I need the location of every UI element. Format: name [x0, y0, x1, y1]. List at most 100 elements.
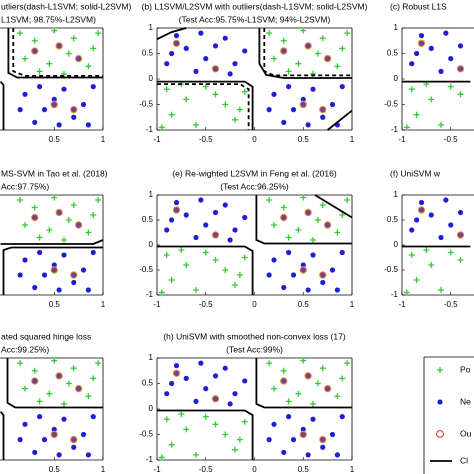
- positive-point: [158, 289, 165, 296]
- positive-point: [266, 30, 273, 37]
- y-tick-label: 0.5: [387, 215, 399, 224]
- decision-boundary: [156, 27, 353, 131]
- negative-point: [164, 227, 170, 233]
- y-tick-label: 0: [149, 240, 154, 249]
- positive-point: [90, 375, 97, 382]
- y-tick-label: -1: [146, 455, 154, 464]
- positive-point: [90, 212, 97, 218]
- negative-point: [448, 56, 454, 62]
- legend-label: Cl: [460, 455, 468, 465]
- x-tick-label: 1: [101, 300, 106, 309]
- negative-point: [61, 252, 67, 258]
- x-tick-label: -0.5: [199, 300, 213, 309]
- outlier-point: [319, 271, 327, 279]
- negative-point: [183, 375, 189, 381]
- y-tick-label: 0: [394, 74, 399, 83]
- negative-point: [198, 360, 204, 366]
- positive-point: [413, 277, 420, 283]
- outlier-point: [304, 372, 312, 380]
- y-tick-label: 1: [394, 190, 399, 199]
- negative-point: [61, 416, 67, 422]
- negative-point: [22, 257, 28, 263]
- negative-point: [51, 96, 57, 102]
- positive-point: [95, 30, 102, 37]
- panel-subtitle: Acc:99.25%): [1, 344, 49, 354]
- decision-boundary: [157, 358, 352, 460]
- outlier-point: [31, 47, 39, 55]
- y-tick-label: 0.5: [142, 49, 154, 58]
- positive-point: [36, 68, 43, 75]
- negative-point: [281, 119, 287, 125]
- x-tick-label: -0.5: [444, 135, 458, 144]
- negative-point: [232, 61, 238, 67]
- negative-point: [414, 50, 420, 57]
- x-tick-label: 1: [101, 465, 106, 474]
- negative-point: [169, 50, 175, 57]
- x-tick-label: 0.5: [298, 300, 310, 309]
- outlier-point: [172, 369, 181, 377]
- positive-point: [61, 237, 67, 243]
- panel-title: ated squared hinge loss: [1, 331, 91, 341]
- decision-boundary: [157, 194, 353, 295]
- x-tick-label: -1: [153, 135, 161, 144]
- y-tick-label: -1: [146, 290, 154, 299]
- outlier-point: [299, 430, 307, 439]
- positive-point: [163, 252, 170, 258]
- negative-point: [266, 272, 272, 278]
- negative-point: [286, 249, 292, 256]
- positive-point: [22, 222, 28, 228]
- negative-point: [71, 114, 77, 120]
- negative-point: [32, 449, 38, 455]
- positive-point: [344, 197, 351, 203]
- negative-point: [339, 414, 345, 420]
- decision-boundary: [0, 358, 103, 460]
- negative-point: [329, 267, 336, 273]
- negative-point: [17, 107, 23, 113]
- negative-point: [51, 262, 57, 268]
- y-tick-label: 0: [149, 404, 154, 413]
- negative-point: [212, 373, 219, 379]
- positive-point: [31, 367, 38, 374]
- x-tick-label: 0.5: [49, 465, 61, 474]
- panel-title: (e) Re-wighted L2SVM in Feng et al. (201…: [172, 168, 337, 178]
- negative-point: [90, 414, 96, 420]
- y-tick-label: -0.5: [139, 430, 153, 439]
- positive-point: [339, 45, 346, 52]
- negative-point: [183, 212, 189, 218]
- positive-point: [295, 390, 302, 397]
- positive-point: [413, 111, 420, 118]
- outlier-point: [417, 206, 426, 214]
- positive-point: [85, 229, 92, 236]
- positive-point: [183, 96, 190, 103]
- positive-point: [65, 217, 72, 223]
- negative-point: [281, 284, 287, 291]
- negative-point: [266, 437, 272, 443]
- outlier-point: [319, 435, 327, 444]
- positive-point: [212, 421, 219, 428]
- positive-point: [319, 35, 326, 42]
- outlier-point: [299, 100, 307, 109]
- panel-title: (c) Robust L1S: [390, 1, 447, 11]
- positive-point: [178, 411, 185, 418]
- positive-point: [241, 88, 248, 95]
- positive-point: [222, 101, 229, 108]
- positive-point: [46, 390, 53, 397]
- legend-swatch: [436, 430, 444, 438]
- positive-point: [51, 357, 58, 364]
- negative-point: [290, 437, 297, 443]
- decision-boundary: [0, 28, 103, 130]
- outlier-point: [299, 266, 307, 274]
- outlier-point: [172, 39, 181, 47]
- positive-point: [408, 86, 415, 93]
- panel-title: utliers(dash-L1SVM; solid-L2SVM): [1, 1, 132, 11]
- outlier-point: [74, 221, 83, 229]
- positive-point: [319, 202, 326, 208]
- negative-point: [198, 197, 204, 203]
- negative-point: [409, 61, 415, 67]
- positive-point: [403, 289, 410, 296]
- outlier-point: [172, 206, 181, 214]
- positive-point: [310, 237, 316, 243]
- outlier-point: [323, 54, 332, 63]
- positive-point: [36, 234, 43, 241]
- negative-point: [71, 279, 77, 286]
